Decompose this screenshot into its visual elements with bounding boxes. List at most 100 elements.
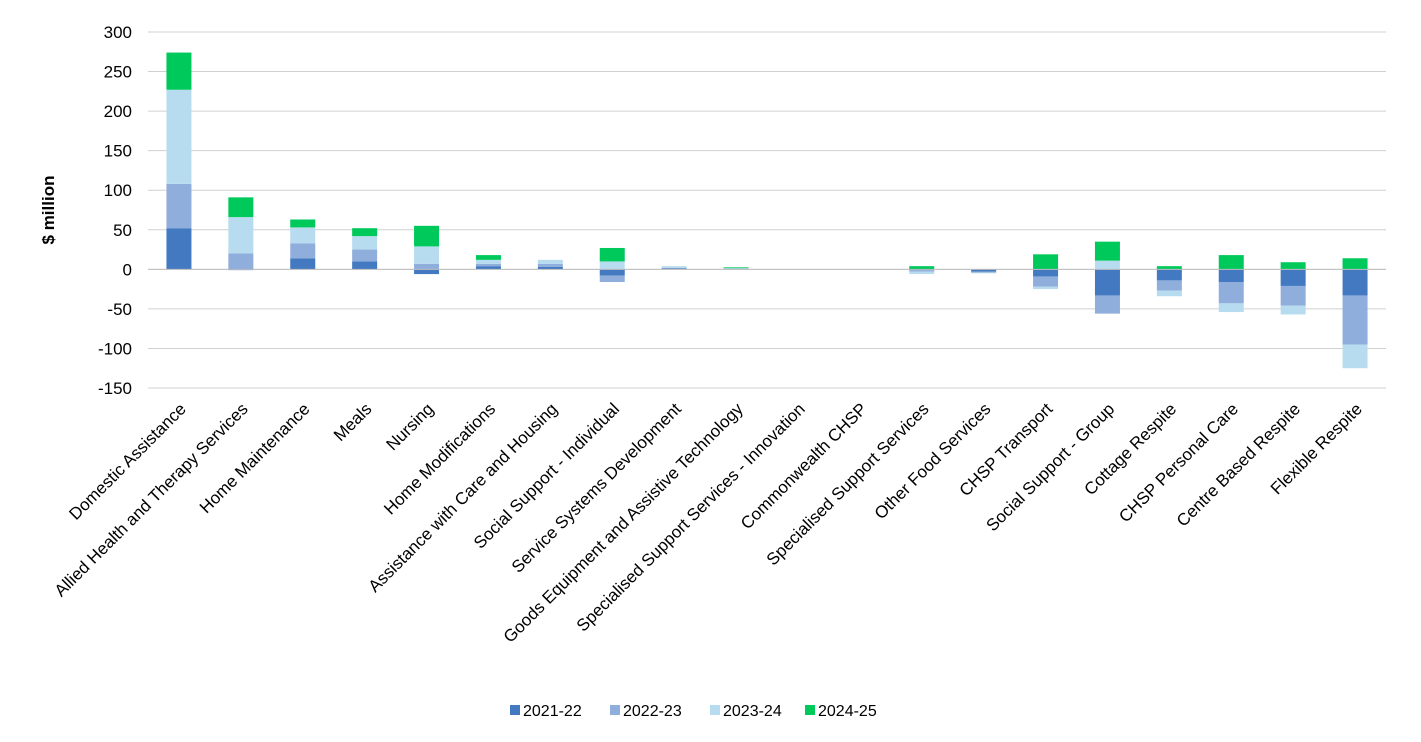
legend-label: 2024-25 [818,703,877,720]
bar-segment-2021-22 [1280,269,1306,286]
y-tick-label: 300 [104,23,132,42]
bar-segment-2023-24 [228,217,254,254]
bar-segment-2022-23 [1033,276,1059,287]
y-tick-label: 200 [104,102,132,121]
bar-segment-2024-25 [414,225,440,247]
bar-segment-2021-22 [475,266,501,270]
y-axis-tick-labels: 300 250 200 150 100 50 0 -50 -100 -150 [98,23,132,398]
bar-segment-2023-24 [290,227,316,244]
bar-segment-2023-24 [1280,305,1306,315]
bar-segment-2024-25 [1342,258,1368,270]
y-tick-label: -50 [107,300,132,319]
x-tick-label: Other Food Services [871,399,995,523]
x-tick-label: Home Maintenance [196,399,314,517]
bar-segment-2023-24 [352,236,378,250]
bar-segment-2022-23 [352,249,378,262]
bar-segment-2022-23 [475,263,501,267]
bar-segment-2021-22 [599,269,625,276]
legend: 2021-22 2022-23 2023-24 2024-25 [510,703,877,720]
legend-item-2021-22: 2021-22 [510,703,582,720]
bar-segment-2022-23 [599,275,625,282]
bar-segment-2021-22 [537,266,563,270]
y-tick-label: 150 [104,142,132,161]
bar-segment-2024-25 [1094,241,1120,261]
bar-segment-2022-23 [971,271,997,273]
bar-segment-2022-23 [290,243,316,259]
x-tick-label: Domestic Assistance [65,399,189,523]
bar-segment-2023-24 [475,259,501,264]
bar-segment-2021-22 [166,228,192,270]
bar-segment-2022-23 [1156,280,1182,291]
legend-item-2023-24: 2023-24 [710,703,782,720]
bar-segment-2023-24 [537,259,563,264]
y-tick-label: 0 [123,260,132,279]
x-tick-label: Specialised Support Services - Innovatio… [573,399,809,635]
bar-segment-2024-25 [475,255,501,260]
legend-label: 2021-22 [523,703,582,720]
bar-segment-2022-23 [166,183,192,229]
legend-swatch [805,705,815,715]
bar-segment-2022-23 [1342,295,1368,345]
bar-segment-2022-23 [228,253,254,270]
bar-segment-2024-25 [352,228,378,237]
bar-segment-2024-25 [228,197,254,218]
bar-segment-2021-22 [290,258,316,270]
y-tick-label: 250 [104,63,132,82]
bar-segment-2023-24 [166,89,192,184]
bar-segment-2022-23 [414,263,440,270]
bar-segment-2022-23 [1280,285,1306,306]
bar-segment-2021-22 [1218,269,1244,282]
bar-segment-2022-23 [537,263,563,267]
y-tick-label: -150 [98,379,132,398]
bar-segment-2021-22 [1342,269,1368,296]
bar-segment-2022-23 [661,267,687,269]
gridlines [148,31,1386,389]
bar-segment-2021-22 [971,269,997,272]
y-tick-label: 50 [113,221,132,240]
bar-segment-2024-25 [599,247,625,262]
bar-segment-2023-24 [414,246,440,264]
legend-swatch [510,705,520,715]
legend-swatch [710,705,720,715]
bar-segment-2024-25 [290,219,316,228]
bar-segment-2024-25 [723,267,749,269]
legend-swatch [610,705,620,715]
bar-segment-2023-24 [1342,344,1368,369]
x-tick-label: Nursing [383,399,438,454]
legend-label: 2022-23 [623,703,682,720]
bars [166,52,1368,369]
bar-segment-2023-24 [723,268,749,269]
bar-segment-2021-22 [1156,269,1182,281]
bar-segment-2024-25 [909,266,935,270]
bar-segment-2022-23 [909,270,935,272]
legend-item-2022-23: 2022-23 [610,703,682,720]
legend-label: 2023-24 [723,703,782,720]
bar-segment-2023-24 [1156,290,1182,297]
bar-segment-2021-22 [352,261,378,270]
y-tick-label: 100 [104,181,132,200]
bar-segment-2022-23 [1218,281,1244,304]
y-axis-label: $ million [39,176,58,245]
bar-segment-2023-24 [909,271,935,275]
x-tick-label: Centre Based Respite [1173,399,1304,530]
bar-segment-2022-23 [1094,295,1120,314]
x-tick-label: Commonwealth CHSP [737,399,871,533]
bar-segment-2021-22 [414,269,440,275]
bar-segment-2023-24 [1033,286,1059,290]
x-tick-label: Home Modifications [380,399,499,518]
bar-segment-2021-22 [1094,269,1120,296]
bar-segment-2023-24 [1218,303,1244,313]
bar-segment-2024-25 [1156,266,1182,270]
y-tick-label: -100 [98,339,132,358]
bar-segment-2024-25 [1280,262,1306,270]
bar-segment-2024-25 [1033,254,1059,270]
x-tick-label: Meals [330,399,376,445]
bar-segment-2023-24 [661,266,687,268]
bar-segment-2024-25 [166,52,192,90]
bar-segment-2022-23 [723,268,749,270]
legend-item-2024-25: 2024-25 [805,703,877,720]
bar-segment-2023-24 [971,272,997,274]
bar-segment-2024-25 [1218,255,1244,270]
